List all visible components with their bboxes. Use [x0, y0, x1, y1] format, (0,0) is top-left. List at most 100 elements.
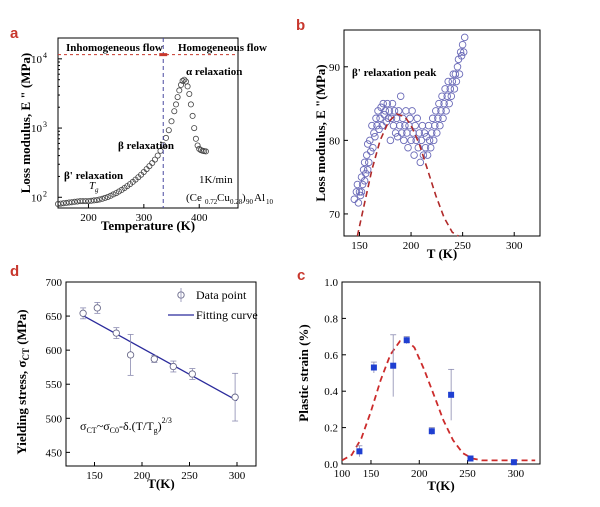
data-point-b [357, 188, 366, 196]
data-point-b [439, 114, 447, 123]
data-point-b [432, 107, 440, 115]
data-point-b [411, 121, 419, 130]
data-point-b [443, 92, 451, 100]
data-point-b [429, 136, 438, 145]
y-tick-label-b-2: 90 [329, 62, 341, 74]
data-point-b [361, 169, 370, 178]
y-tick-label-c-3: 0.6 [324, 350, 338, 362]
x-axis-label-c: T(K) [427, 478, 454, 493]
data-point-b [404, 143, 412, 152]
data-point-b [452, 77, 461, 86]
data-point-a [181, 76, 188, 83]
y-tick-exp-a-2: 4 [43, 51, 47, 60]
data-point-b [435, 99, 443, 108]
anno-homogeneous: Homogeneous flow [178, 42, 267, 54]
data-point-b [355, 188, 364, 196]
anno-tg: T [89, 180, 96, 192]
data-point-d [150, 355, 158, 363]
data-point-a [143, 166, 150, 173]
data-point-a [110, 191, 117, 198]
data-point-b [459, 48, 468, 56]
data-point-b [390, 107, 399, 115]
y-tick-label-b-1: 80 [329, 135, 341, 147]
data-point-d [188, 370, 196, 378]
data-point-b [433, 129, 441, 137]
data-point-b [360, 158, 369, 167]
x-tick-label-c-2: 200 [411, 468, 428, 480]
anno-beta: β relaxation [118, 140, 174, 152]
data-point-b [368, 121, 376, 130]
data-point-b [353, 180, 362, 189]
data-point-b [380, 110, 388, 119]
data-point-b [395, 121, 404, 130]
data-point-a [179, 77, 186, 84]
data-point-b [366, 136, 374, 145]
data-point-b [381, 107, 390, 115]
data-point-a [184, 83, 191, 90]
data-point-c [403, 337, 410, 344]
data-point-b [427, 129, 436, 137]
data-point-a [93, 197, 100, 204]
data-point-a [68, 199, 75, 206]
data-point-b [455, 70, 464, 78]
data-point-b [448, 77, 457, 86]
data-point-b [365, 158, 373, 167]
data-point-a [102, 194, 109, 201]
legend-label-fit: Fitting curve [196, 308, 258, 322]
x-axis-label-a: Temperature (K) [101, 218, 195, 233]
data-point-b [416, 158, 425, 167]
x-tick-label-d-3: 300 [229, 470, 246, 482]
anno-alpha: α relaxation [186, 66, 242, 78]
data-point-b [445, 99, 453, 108]
data-point-a [187, 101, 194, 108]
legend-label-data: Data point [196, 288, 247, 302]
data-point-a [168, 118, 175, 125]
data-point-b [415, 129, 424, 137]
data-point-b [437, 107, 445, 115]
data-point-b [434, 114, 442, 123]
data-point-b [385, 107, 394, 115]
data-point-a [107, 192, 114, 199]
data-point-c [390, 362, 397, 369]
data-point-b [358, 180, 367, 189]
data-point-b [410, 151, 418, 159]
anno-composition-comp_al: Al [254, 192, 265, 204]
y-tick-label-a-2: 10 [31, 54, 43, 66]
data-point-b [421, 143, 430, 152]
anno-composition-comp_ce: (Ce [186, 192, 202, 204]
chart-marks [55, 33, 536, 466]
data-point-b [457, 52, 466, 60]
data-point-b [414, 143, 423, 152]
data-point-a [104, 193, 111, 200]
y-tick-label-a-0: 10 [31, 192, 43, 204]
data-point-b [458, 40, 467, 49]
x-tick-label-b-2: 250 [454, 240, 471, 252]
data-point-b [442, 107, 450, 115]
data-point-b [360, 177, 369, 185]
data-point-b [431, 121, 439, 130]
y-axis-label-d: Yielding stress, σCT (MPa) [14, 309, 31, 454]
data-point-b [396, 92, 405, 100]
fit-curve-b [356, 112, 459, 237]
data-point-b [424, 121, 433, 130]
data-point-a [146, 163, 153, 170]
data-point-a [99, 195, 106, 202]
y-axis-label-b: Loss modulus, E "(MPa) [313, 64, 328, 201]
data-point-d [112, 329, 120, 337]
x-axis-label-b: T (K) [427, 246, 457, 261]
data-point-a [186, 91, 193, 98]
data-point-b [420, 129, 429, 137]
data-point-b [372, 114, 380, 123]
x-tick-label-c-4: 300 [508, 468, 525, 480]
x-tick-label-c-3: 250 [459, 468, 476, 480]
y-tick-label-c-5: 1.0 [324, 277, 338, 289]
x-tick-label-d-0: 150 [86, 470, 103, 482]
data-point-b [356, 191, 365, 200]
data-point-b [408, 107, 416, 115]
data-point-b [450, 85, 459, 93]
data-point-a [88, 197, 95, 204]
data-point-a [160, 141, 167, 148]
y-tick-label-d-3: 600 [46, 345, 63, 357]
